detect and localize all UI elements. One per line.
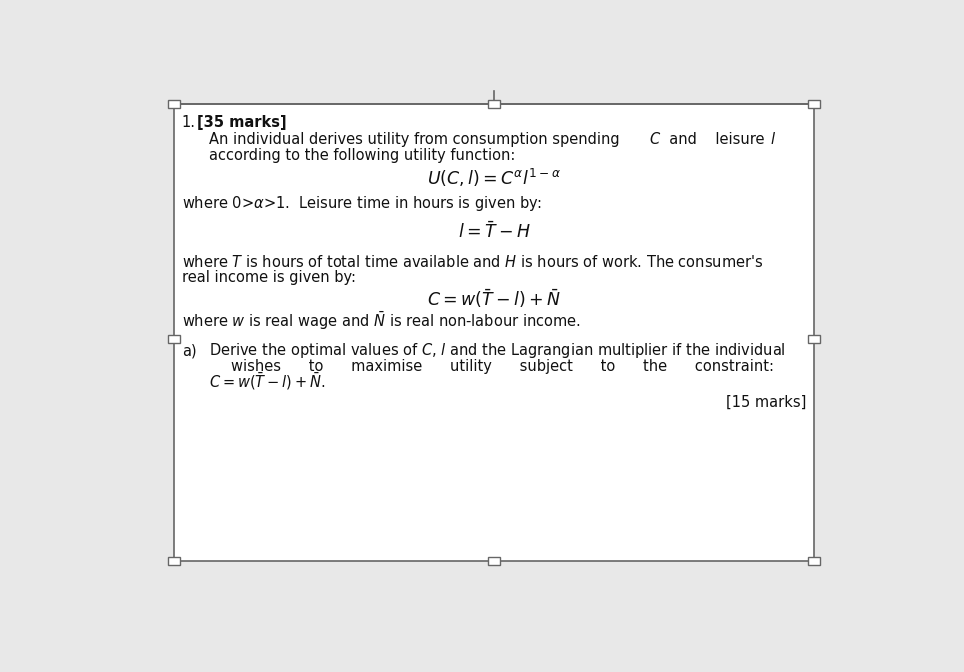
Text: where $\mathit{T}$ is hours of total time available and $\mathit{H}$ is hours of: where $\mathit{T}$ is hours of total tim… [182,254,763,269]
Text: $\mathit{U(C,l)=C^{\alpha}l^{1-\alpha}}$: $\mathit{U(C,l)=C^{\alpha}l^{1-\alpha}}$ [427,167,561,189]
Text: wishes      to      maximise      utility      subject      to      the      con: wishes to maximise utility subject to th… [231,359,774,374]
Bar [169,99,180,108]
Text: [15 marks]: [15 marks] [726,395,806,410]
Text: according to the following utility function:: according to the following utility funct… [208,148,515,163]
Bar [169,335,180,343]
Bar [488,99,500,108]
Text: C: C [650,132,659,147]
Text: [35 marks]: [35 marks] [198,114,287,130]
Text: $\mathit{C=w(\bar{T}-l)+\bar{N}}$.: $\mathit{C=w(\bar{T}-l)+\bar{N}}$. [208,371,325,392]
Text: 1.: 1. [182,114,196,130]
Bar [808,335,819,343]
Text: Derive the optimal values of $\mathit{C}$, $\mathit{l}$ and the Lagrangian multi: Derive the optimal values of $\mathit{C}… [208,341,786,360]
Bar [488,556,500,565]
Text: where 0>$\alpha$>1.  Leisure time in hours is given by:: where 0>$\alpha$>1. Leisure time in hour… [182,194,542,213]
Text: and    leisure: and leisure [660,132,764,147]
Bar [808,99,819,108]
Bar [174,104,814,561]
Text: a): a) [182,343,197,358]
Text: l: l [770,132,775,147]
Text: real income is given by:: real income is given by: [182,269,356,285]
Bar [169,556,180,565]
Text: where $\mathit{w}$ is real wage and $\mathit{\bar{N}}$ is real non-labour income: where $\mathit{w}$ is real wage and $\ma… [182,310,580,332]
Bar [808,556,819,565]
Text: $\mathit{C=w(\bar{T}-l)+\bar{N}}$: $\mathit{C=w(\bar{T}-l)+\bar{N}}$ [427,288,561,310]
Text: $\mathit{l=\bar{T}-H}$: $\mathit{l=\bar{T}-H}$ [458,222,530,242]
Text: An individual derives utility from consumption spending: An individual derives utility from consu… [208,132,619,147]
